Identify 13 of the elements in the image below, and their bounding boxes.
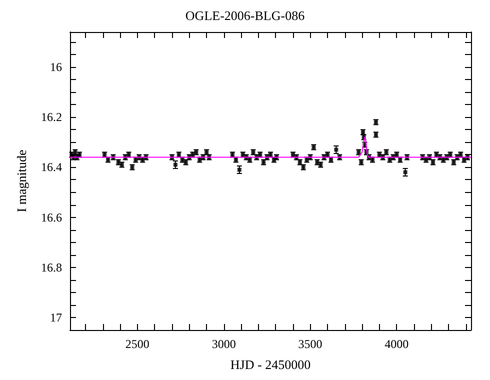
chart-title: OGLE-2006-BLG-086	[185, 8, 306, 23]
y-tick-label: 17	[50, 310, 62, 324]
x-tick-label: 4000	[384, 337, 409, 351]
y-tick-label: 16	[50, 60, 62, 74]
y-tick-label: 16.8	[41, 260, 62, 274]
y-tick-label: 16.2	[41, 110, 62, 124]
x-tick-label: 3000	[212, 337, 236, 351]
x-tick-label: 2500	[125, 337, 150, 351]
x-tick-label: 3500	[298, 337, 322, 351]
y-axis-title: I magnitude	[14, 150, 29, 212]
y-tick-label: 16.6	[41, 210, 62, 224]
x-axis-title: HJD - 2450000	[230, 357, 311, 372]
y-tick-label: 16.4	[41, 160, 62, 174]
